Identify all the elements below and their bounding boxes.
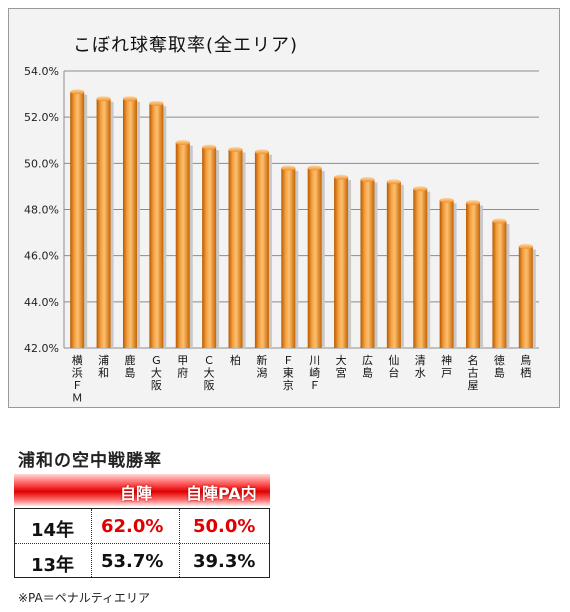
x-tick-label: 甲府 bbox=[177, 354, 188, 380]
bar bbox=[307, 165, 325, 348]
x-tick-label: 広島 bbox=[362, 354, 373, 380]
bar bbox=[439, 197, 457, 348]
y-tick-label: 44.0% bbox=[24, 296, 59, 309]
x-tick-label: 柏 bbox=[230, 353, 241, 367]
y-tick-label: 46.0% bbox=[24, 250, 59, 263]
x-tick-label: Ｇ大阪 bbox=[151, 354, 162, 392]
x-tick-label: Ｃ大阪 bbox=[204, 354, 215, 392]
bar bbox=[175, 140, 193, 348]
row-14-jijin-pa: 50.0% bbox=[193, 516, 256, 537]
air-battle-table: 自陣 自陣PA内 14年 62.0% 50.0% 13年 53.7% 39.3% bbox=[14, 474, 270, 578]
row-14-jijin: 62.0% bbox=[101, 516, 164, 537]
row-year-14: 14年 bbox=[31, 520, 75, 541]
x-tick-label: 大宮 bbox=[336, 353, 347, 380]
bar bbox=[254, 149, 272, 348]
footnote: ※PA＝ペナルティエリア bbox=[18, 591, 151, 605]
x-tick-label: Ｆ東京 bbox=[283, 354, 294, 392]
x-tick-label: 鳥栖 bbox=[520, 353, 531, 380]
x-tick-label: 名古屋 bbox=[468, 353, 479, 392]
bar bbox=[122, 96, 140, 348]
y-tick-label: 52.0% bbox=[24, 111, 59, 124]
x-tick-label: 川崎Ｆ bbox=[309, 354, 320, 392]
bar bbox=[386, 179, 404, 348]
row-13-jijin: 53.7% bbox=[101, 551, 164, 572]
y-tick-label: 50.0% bbox=[24, 157, 59, 170]
bar bbox=[466, 200, 484, 348]
x-tick-label: 徳島 bbox=[494, 354, 505, 380]
row-year-13: 13年 bbox=[31, 555, 75, 576]
x-tick-label: 新潟 bbox=[256, 353, 267, 380]
x-tick-label: 仙台 bbox=[388, 354, 399, 380]
bar bbox=[281, 165, 299, 348]
bar bbox=[492, 218, 510, 348]
bar bbox=[334, 174, 352, 348]
y-tick-label: 54.0% bbox=[24, 65, 59, 78]
x-tick-label: 清水 bbox=[415, 354, 426, 380]
bar bbox=[518, 243, 536, 348]
chart-title: こぼれ球奪取率(全エリア) bbox=[73, 35, 299, 56]
header-jijin-pa: 自陣PA内 bbox=[186, 484, 257, 503]
bar bbox=[360, 176, 378, 348]
table-grid: 14年 62.0% 50.0% 13年 53.7% 39.3% bbox=[14, 508, 270, 578]
bar bbox=[96, 96, 114, 348]
chart-panel: 42.0% 44.0% 46.0% 48.0% 50.0% 52.0% 54.0% 横浜ＦＭ… bbox=[8, 8, 560, 408]
bar bbox=[202, 144, 220, 348]
row-divider bbox=[15, 543, 269, 544]
air-battle-title: 浦和の空中戦勝率 bbox=[18, 451, 162, 471]
y-tick-label: 42.0% bbox=[24, 342, 59, 355]
bar bbox=[149, 100, 167, 348]
header-jijin: 自陣 bbox=[120, 484, 153, 503]
table-header-row: 自陣 自陣PA内 bbox=[14, 474, 270, 506]
x-tick-label: 鹿島 bbox=[124, 353, 135, 380]
bar bbox=[70, 89, 88, 349]
x-tick-label: 神戸 bbox=[441, 353, 452, 380]
x-tick-label: 横浜ＦＭ bbox=[72, 353, 83, 405]
x-tick-label: 浦和 bbox=[98, 354, 109, 380]
row-13-jijin-pa: 39.3% bbox=[193, 551, 256, 572]
y-tick-label: 48.0% bbox=[24, 204, 59, 217]
bar bbox=[228, 146, 246, 348]
bar-chart: 42.0% 44.0% 46.0% 48.0% 50.0% 52.0% 54.0% 横浜ＦＭ… bbox=[24, 65, 539, 405]
bar bbox=[413, 186, 431, 348]
